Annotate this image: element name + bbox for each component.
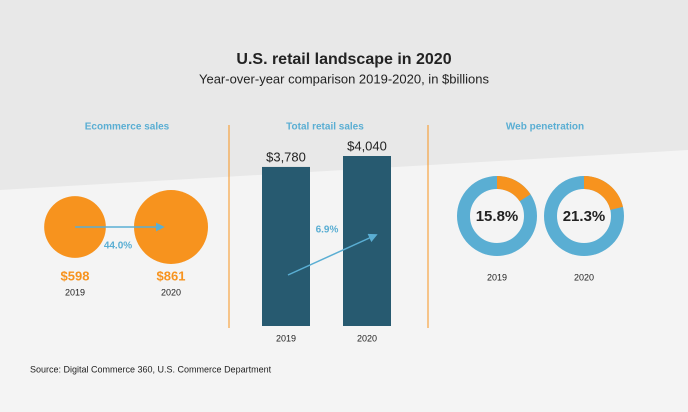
value-label: 21.3% [563, 208, 606, 225]
chart-title: Web penetration [506, 122, 584, 133]
subtitle: Year-over-year comparison 2019-2020, in … [199, 71, 490, 86]
value-label: $3,780 [266, 149, 306, 164]
bubble [134, 190, 208, 264]
category-label: 2019 [487, 272, 507, 282]
chart-title: Total retail sales [286, 122, 364, 133]
bar [343, 156, 391, 326]
value-label: $861 [157, 268, 186, 283]
category-label: 2020 [574, 272, 594, 282]
value-label: $598 [61, 268, 90, 283]
value-label: 15.8% [476, 208, 519, 225]
growth-label: 44.0% [104, 241, 132, 252]
growth-arrow [287, 233, 378, 276]
donut-arc [457, 176, 537, 256]
category-label: 2019 [276, 333, 296, 343]
value-label: $4,040 [347, 138, 387, 153]
bar [262, 166, 310, 326]
category-label: 2019 [65, 287, 85, 297]
source: Source: Digital Commerce 360, U.S. Comme… [30, 364, 272, 374]
category-label: 2020 [161, 287, 181, 297]
donut-arc [544, 176, 624, 256]
growth-label: 6.9% [316, 225, 339, 236]
title: U.S. retail landscape in 2020 [236, 51, 451, 68]
chart-title: Ecommerce sales [85, 122, 170, 133]
category-label: 2020 [357, 333, 377, 343]
